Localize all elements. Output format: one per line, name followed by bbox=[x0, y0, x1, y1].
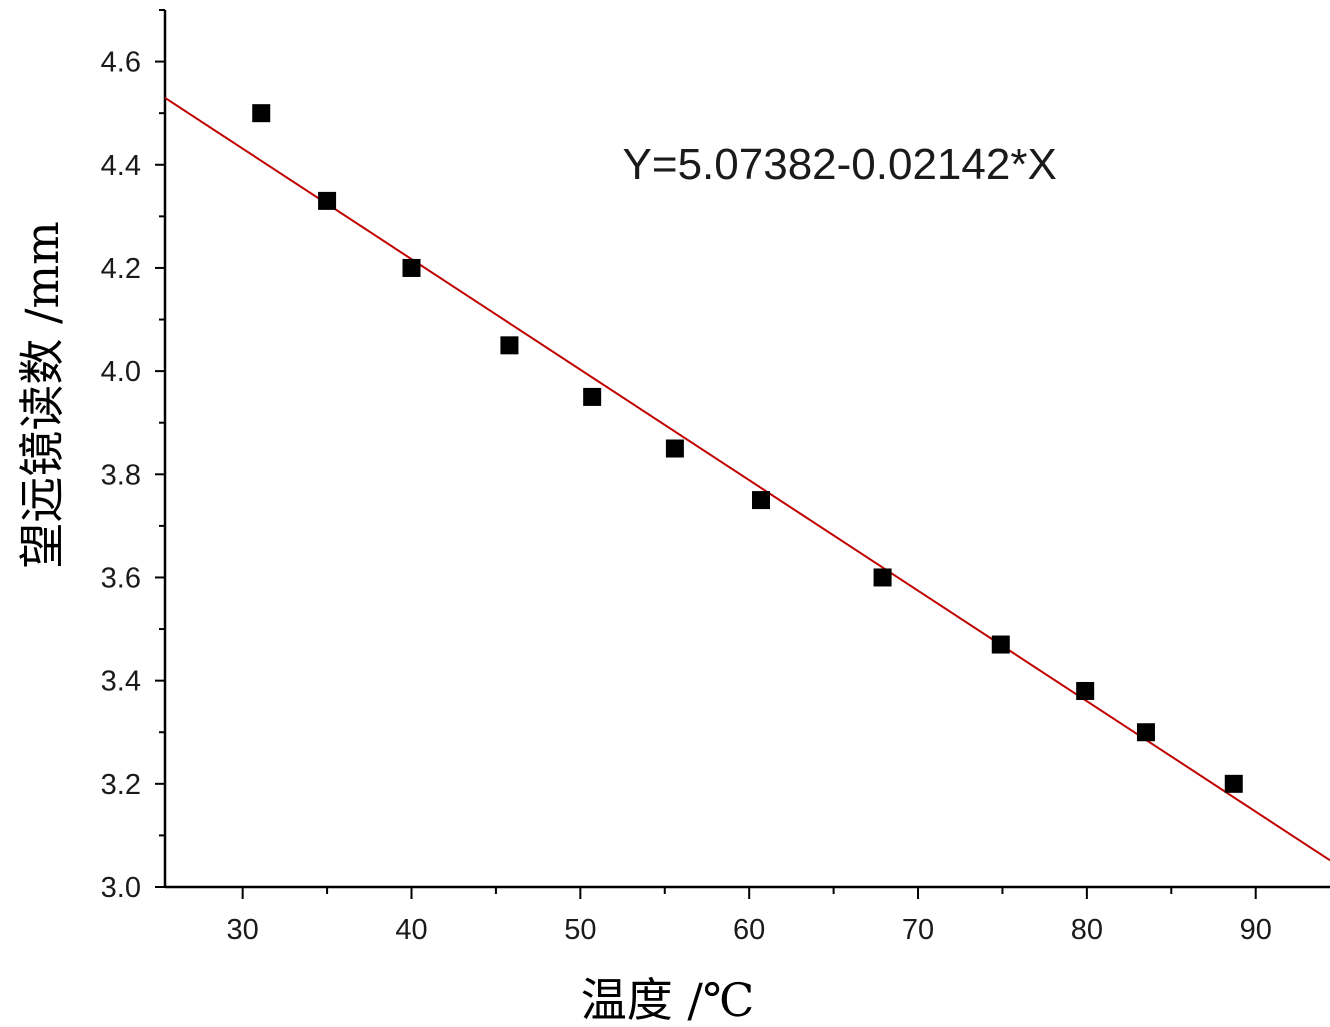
data-point bbox=[991, 635, 1010, 654]
axes bbox=[155, 9, 1330, 899]
x-tick-label: 30 bbox=[227, 914, 259, 946]
y-tick-label: 3.8 bbox=[101, 459, 141, 491]
data-point bbox=[252, 104, 271, 123]
y-axis-title: 望远镜读数 /mm bbox=[15, 221, 69, 568]
fit-equation-annotation: Y=5.07382-0.02142*X bbox=[623, 140, 1057, 189]
x-axis-title: 温度 /℃ bbox=[581, 973, 755, 1027]
fit-line bbox=[164, 96, 1330, 862]
x-tick-label: 90 bbox=[1240, 914, 1272, 946]
y-tick-label: 4.4 bbox=[101, 150, 141, 182]
data-point bbox=[318, 191, 337, 210]
x-tick-label: 70 bbox=[902, 914, 934, 946]
y-tick-label: 4.2 bbox=[101, 253, 141, 285]
y-tick-label: 3.6 bbox=[101, 562, 141, 594]
x-tick-label: 50 bbox=[564, 914, 596, 946]
data-point bbox=[1136, 723, 1155, 742]
data-point bbox=[583, 387, 602, 406]
y-tick-label: 3.2 bbox=[101, 769, 141, 801]
tick-labels: 3.0 3.2 3.4 3.6 3.8 4.0 4.2 4.4 4.6 30 40 50 60 70 80 9… bbox=[101, 47, 1272, 946]
data-points bbox=[252, 104, 1243, 793]
x-tick-label: 40 bbox=[395, 914, 427, 946]
x-tick-label: 80 bbox=[1071, 914, 1103, 946]
fit-line-layer bbox=[164, 96, 1330, 862]
data-point bbox=[1076, 681, 1095, 700]
y-tick-label: 3.4 bbox=[101, 666, 141, 698]
x-tick-label: 60 bbox=[733, 914, 765, 946]
data-point bbox=[402, 258, 421, 277]
data-point bbox=[665, 439, 684, 458]
data-point bbox=[752, 491, 771, 510]
y-tick-label: 4.6 bbox=[101, 47, 141, 79]
data-point bbox=[500, 336, 519, 355]
data-point bbox=[873, 568, 892, 587]
y-tick-label: 3.0 bbox=[101, 872, 141, 904]
data-point bbox=[1224, 774, 1243, 793]
y-tick-label: 4.0 bbox=[101, 356, 141, 388]
